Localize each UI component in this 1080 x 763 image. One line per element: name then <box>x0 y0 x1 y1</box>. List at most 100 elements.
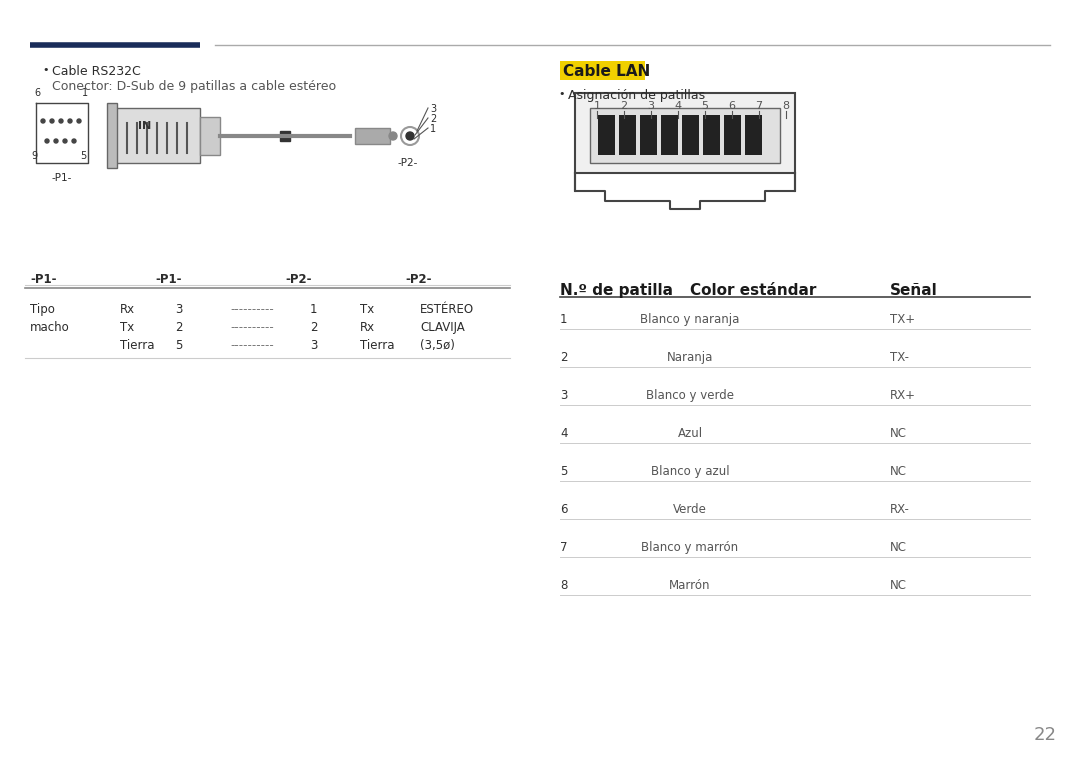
Text: Tipo: Tipo <box>30 303 55 316</box>
Text: 1: 1 <box>561 313 567 326</box>
Text: •: • <box>42 65 49 75</box>
Text: 2: 2 <box>561 351 567 364</box>
Text: ----------: ---------- <box>230 303 273 316</box>
Text: 1: 1 <box>82 88 89 98</box>
Text: 6: 6 <box>729 101 735 111</box>
Bar <box>200 117 220 155</box>
Text: ----------: ---------- <box>230 321 273 334</box>
Text: 4: 4 <box>674 101 681 111</box>
Circle shape <box>50 119 54 123</box>
Circle shape <box>389 132 397 140</box>
Circle shape <box>77 119 81 123</box>
Bar <box>703 115 720 155</box>
Text: 5: 5 <box>80 151 86 161</box>
Text: Rx: Rx <box>120 303 135 316</box>
Text: 22: 22 <box>1034 726 1056 744</box>
Text: macho: macho <box>30 321 70 334</box>
Bar <box>681 115 699 155</box>
Text: 2: 2 <box>430 114 436 124</box>
Bar <box>661 115 678 155</box>
Text: -P2-: -P2- <box>397 158 417 168</box>
Text: Rx: Rx <box>360 321 375 334</box>
Text: Tx: Tx <box>360 303 375 316</box>
Bar <box>355 128 390 144</box>
Text: 2: 2 <box>310 321 318 334</box>
Circle shape <box>406 132 414 140</box>
Bar <box>745 115 762 155</box>
Text: 8: 8 <box>561 579 567 592</box>
Circle shape <box>45 139 49 143</box>
Text: Azul: Azul <box>677 427 703 440</box>
Text: 2: 2 <box>175 321 183 334</box>
Text: N.º de patilla: N.º de patilla <box>561 283 673 298</box>
Text: Blanco y verde: Blanco y verde <box>646 389 734 402</box>
Text: -P1-: -P1- <box>30 273 56 286</box>
Text: 2: 2 <box>620 101 627 111</box>
Text: (3,5ø): (3,5ø) <box>420 339 455 352</box>
Text: 5: 5 <box>561 465 567 478</box>
Text: TX+: TX+ <box>890 313 915 326</box>
Text: -P2-: -P2- <box>285 273 311 286</box>
Text: Cable RS232C: Cable RS232C <box>52 65 140 78</box>
Text: NC: NC <box>890 541 907 554</box>
Circle shape <box>72 139 76 143</box>
Text: ESTÉREO: ESTÉREO <box>420 303 474 316</box>
Circle shape <box>63 139 67 143</box>
Bar <box>619 115 636 155</box>
Text: CLAVIJA: CLAVIJA <box>420 321 464 334</box>
Bar <box>114 108 200 163</box>
Text: Blanco y naranja: Blanco y naranja <box>640 313 740 326</box>
Text: ----------: ---------- <box>230 339 273 352</box>
Text: Tierra: Tierra <box>120 339 154 352</box>
Bar <box>107 103 117 168</box>
Text: Señal: Señal <box>890 283 937 298</box>
Text: 1: 1 <box>594 101 600 111</box>
Text: 5: 5 <box>175 339 183 352</box>
Text: Conector: D-Sub de 9 patillas a cable estéreo: Conector: D-Sub de 9 patillas a cable es… <box>52 80 336 93</box>
Text: 1: 1 <box>430 124 436 134</box>
Text: 6: 6 <box>561 503 567 516</box>
Text: Blanco y azul: Blanco y azul <box>650 465 729 478</box>
Text: 7: 7 <box>561 541 567 554</box>
Text: Naranja: Naranja <box>666 351 713 364</box>
Text: IN: IN <box>138 121 151 131</box>
Text: 6: 6 <box>33 88 40 98</box>
Text: RX+: RX+ <box>890 389 916 402</box>
Text: Color estándar: Color estándar <box>690 283 816 298</box>
Text: RX-: RX- <box>890 503 909 516</box>
Circle shape <box>54 139 58 143</box>
Text: Asignación de patillas: Asignación de patillas <box>568 89 705 102</box>
Text: -P2-: -P2- <box>405 273 432 286</box>
Text: 3: 3 <box>648 101 654 111</box>
Text: 5: 5 <box>702 101 708 111</box>
Text: 3: 3 <box>175 303 183 316</box>
Text: NC: NC <box>890 579 907 592</box>
Circle shape <box>41 119 45 123</box>
Text: 1: 1 <box>310 303 318 316</box>
Text: -P1-: -P1- <box>156 273 181 286</box>
Text: Tierra: Tierra <box>360 339 394 352</box>
Text: 3: 3 <box>561 389 567 402</box>
Text: •: • <box>558 89 565 99</box>
Text: 3: 3 <box>430 104 436 114</box>
Circle shape <box>68 119 72 123</box>
Text: 7: 7 <box>755 101 762 111</box>
Bar <box>724 115 741 155</box>
Bar <box>280 131 291 141</box>
Text: 9: 9 <box>31 151 37 161</box>
Text: 3: 3 <box>310 339 318 352</box>
Bar <box>590 108 780 163</box>
Text: Cable LAN: Cable LAN <box>563 64 650 79</box>
Text: Verde: Verde <box>673 503 707 516</box>
Bar <box>598 115 615 155</box>
Text: TX-: TX- <box>890 351 909 364</box>
Bar <box>561 61 645 80</box>
Text: NC: NC <box>890 427 907 440</box>
Text: 4: 4 <box>561 427 567 440</box>
Text: Tx: Tx <box>120 321 134 334</box>
Bar <box>640 115 657 155</box>
Text: NC: NC <box>890 465 907 478</box>
Text: Marrón: Marrón <box>670 579 711 592</box>
Circle shape <box>59 119 63 123</box>
Bar <box>575 93 795 173</box>
